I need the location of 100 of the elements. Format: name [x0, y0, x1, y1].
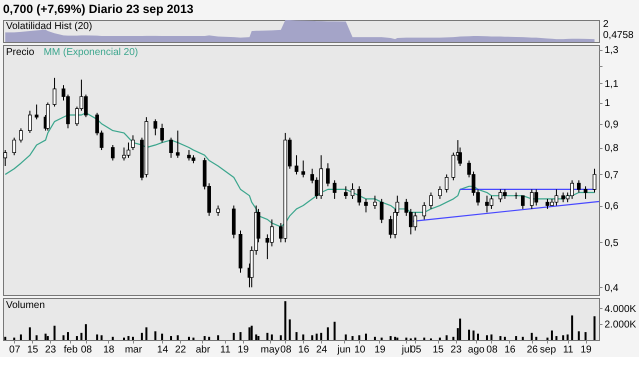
x-tick-label: 14	[157, 344, 169, 356]
bar	[250, 326, 253, 340]
bar	[452, 336, 454, 340]
bar	[20, 334, 22, 340]
bar	[4, 336, 6, 340]
candlestick	[301, 160, 306, 178]
candlestick	[294, 154, 298, 175]
x-tick-label: 05	[410, 344, 422, 356]
bar	[344, 334, 347, 340]
candlestick	[530, 188, 534, 210]
y-tick-label: 4.000K	[604, 304, 637, 315]
x-tick-label: 16	[298, 344, 310, 356]
x-tick-label: 10	[354, 344, 366, 356]
bar	[280, 335, 282, 340]
bar	[248, 327, 250, 340]
candlestick	[422, 202, 426, 220]
candlestick	[110, 144, 115, 162]
bar	[490, 334, 492, 340]
bar	[28, 327, 31, 340]
bar	[112, 336, 114, 340]
candlestick	[34, 104, 38, 120]
bar	[334, 322, 336, 340]
candlestick	[19, 128, 23, 144]
bar	[257, 336, 260, 340]
bar	[84, 324, 87, 340]
bar	[515, 336, 518, 340]
candlestick	[452, 152, 456, 181]
x-tick-label: sep	[540, 344, 556, 356]
bar	[459, 318, 462, 340]
bar	[100, 335, 103, 340]
bar	[472, 330, 475, 340]
x-tick-label: feb	[64, 344, 78, 356]
x-tick-label: 19	[580, 344, 592, 356]
chart-title: 0,700 (+7,69%) Diario 23 sep 2013	[3, 2, 194, 16]
bar	[594, 316, 596, 340]
bar	[358, 335, 360, 340]
candlestick	[380, 198, 384, 224]
y-tick-label: 0,6	[604, 201, 619, 212]
candlestick	[520, 195, 525, 210]
x-tick-label: 07	[9, 344, 21, 356]
bar	[188, 336, 190, 340]
chart-subtitle: Volatilidad Hist (20)	[6, 21, 92, 32]
x-tick-label: 23	[450, 344, 462, 356]
candlestick	[498, 188, 502, 203]
bar	[54, 326, 56, 340]
x-tick-label: 08	[280, 344, 292, 356]
bar	[36, 335, 38, 340]
y-tick-label: 1	[604, 98, 610, 110]
candlestick	[373, 195, 377, 210]
y-tick-label: 0,8	[604, 143, 619, 154]
x-tick-label: 23	[44, 344, 57, 356]
bar	[364, 334, 367, 340]
candlestick	[154, 118, 158, 136]
bar	[266, 332, 268, 340]
bar	[66, 332, 69, 340]
x-tick-label: abr	[196, 344, 211, 356]
candlestick	[3, 150, 8, 166]
text: 0,4758	[603, 30, 634, 41]
candlestick	[216, 205, 220, 216]
x-tick-label: 22	[174, 344, 187, 356]
x-tick-label: 11	[562, 344, 574, 356]
y-tick-label: 0,9	[604, 119, 619, 130]
x-tick-label: jun	[336, 344, 351, 356]
x-tick-label: 19	[374, 344, 386, 356]
candlestick	[592, 168, 596, 194]
bar	[145, 327, 148, 340]
bar	[522, 336, 524, 340]
x-tick-label: 26	[526, 344, 538, 356]
text: MM (Exponencial 20)	[44, 47, 138, 58]
bar	[46, 336, 49, 340]
candlestick	[169, 137, 173, 158]
bar	[477, 334, 480, 340]
bar	[562, 335, 564, 340]
bar	[270, 334, 273, 340]
x-tick-label: 11	[220, 344, 231, 356]
candlestick	[576, 180, 581, 194]
bar	[555, 336, 558, 340]
bar	[566, 334, 569, 340]
x-tick-label: 15	[432, 344, 444, 356]
x-tick-label: 08	[80, 344, 92, 356]
bar	[316, 334, 318, 340]
candlestick	[429, 192, 433, 210]
bar	[550, 330, 553, 340]
x-tick-label: 15	[27, 344, 39, 356]
y-tick-label: 0,5	[604, 238, 619, 249]
y-tick-label: 2.000K	[604, 320, 637, 331]
bar	[446, 335, 448, 340]
bar	[571, 315, 574, 340]
x-tick-label: ago	[468, 344, 486, 356]
bar	[208, 336, 210, 340]
bar	[170, 336, 172, 340]
bar	[96, 334, 98, 340]
y-tick-label: 0,4	[604, 282, 619, 294]
bar	[217, 335, 220, 340]
bar	[352, 336, 354, 340]
candlestick	[332, 180, 336, 200]
candlestick	[52, 77, 56, 108]
bar	[288, 319, 291, 340]
bar	[302, 334, 304, 340]
bar	[176, 335, 179, 340]
